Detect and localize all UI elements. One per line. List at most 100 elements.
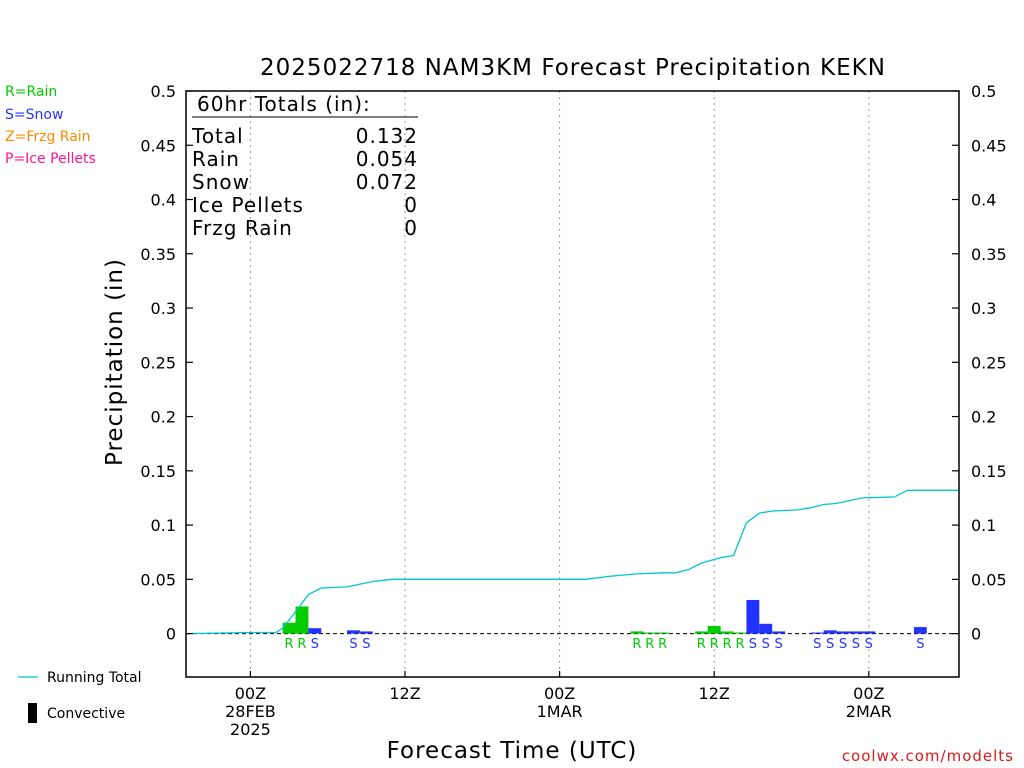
precip-type-8: R (697, 637, 706, 652)
totals-value-total: 0.132 (356, 124, 418, 148)
x-axis-label: Forecast Time (UTC) (387, 738, 638, 764)
precip-type-2: S (311, 637, 319, 652)
totals-label-total: Total (191, 124, 244, 148)
x-tick-label-3-0: 12Z (699, 684, 730, 703)
y-tick-label-right-8: 0.4 (971, 191, 996, 210)
x-tick-label-0-0: 00Z (235, 684, 266, 703)
precip-bar-0 (282, 622, 296, 634)
precip-type-19: S (865, 637, 873, 652)
x-tick-label-1-0: 12Z (389, 684, 420, 703)
x-tick-label-0-1: 28FEB (225, 702, 276, 721)
precip-type-1: R (297, 637, 306, 652)
running-total-line (185, 489, 959, 635)
y-tick-label-left-2: 0.1 (151, 516, 176, 535)
x-tick-label-0-2: 2025 (230, 720, 271, 739)
vertical-gridlines (249, 91, 870, 677)
y-tick-label-right-9: 0.45 (971, 136, 1007, 155)
precip-bar-19 (862, 631, 876, 634)
precip-type-9: R (710, 637, 719, 652)
precip-bar-12 (746, 599, 760, 634)
y-tick-label-right-2: 0.1 (971, 516, 996, 535)
y-axis-label: Precipitation (in) (102, 258, 128, 466)
legend-frzg-rain: Z=Frzg Rain (5, 129, 91, 145)
precip-bars (282, 599, 927, 634)
precip-type-0: R (285, 637, 294, 652)
totals-header: 60hr Totals (in): (197, 92, 371, 116)
precip-bar-8 (694, 631, 708, 634)
y-tick-label-right-5: 0.25 (971, 353, 1007, 372)
chart-title: 2025022718 NAM3KM Forecast Precipitation… (260, 55, 886, 81)
x-tick-label-2-1: 1MAR (537, 702, 583, 721)
y-axis-right: 0 0.05 0.1 0.15 0.2 0.25 0.3 0.35 0.4 0.45 0.5 (952, 82, 1007, 644)
convective-legend-label: Convective (47, 706, 125, 722)
precip-type-18: S (852, 637, 860, 652)
y-tick-label-left-3: 0.15 (140, 462, 176, 481)
precip-bar-2 (308, 628, 322, 634)
convective-legend-swatch (28, 703, 37, 723)
y-tick-label-right-7: 0.35 (971, 245, 1007, 264)
totals-box: 60hr Totals (in): Total 0.132 Rain 0.054… (191, 92, 418, 240)
precip-type-13: S (762, 637, 770, 652)
y-tick-label-left-8: 0.4 (151, 191, 176, 210)
credit-text: coolwx.com/modelts (842, 747, 1014, 765)
precip-type-5: R (632, 637, 641, 652)
precip-type-4: S (362, 637, 370, 652)
precip-type-11: R (735, 637, 744, 652)
y-tick-label-right-1: 0.05 (971, 570, 1007, 589)
precip-bar-3 (347, 630, 360, 634)
y-tick-label-right-4: 0.2 (971, 408, 996, 427)
plot-frame (185, 90, 960, 678)
x-tick-label-4-1: 2MAR (846, 702, 892, 721)
y-tick-label-left-7: 0.35 (140, 245, 176, 264)
y-tick-label-left-6: 0.3 (151, 299, 176, 318)
precip-bar-15 (810, 632, 824, 634)
precip-type-15: S (813, 637, 821, 652)
precip-type-14: S (775, 637, 783, 652)
totals-label-snow: Snow (192, 170, 250, 194)
precip-type-7: R (658, 637, 667, 652)
precip-type-6: R (645, 637, 654, 652)
type-legend: R=Rain S=Snow Z=Frzg Rain P=Ice Pellets (5, 84, 96, 167)
running-total-legend-label: Running Total (47, 670, 142, 686)
precip-type-20: S (916, 637, 924, 652)
precip-bar-11 (733, 632, 747, 634)
precip-type-12: S (749, 637, 757, 652)
totals-value-frzg-rain: 0 (404, 216, 418, 240)
totals-value-rain: 0.054 (356, 147, 418, 171)
y-tick-label-left-10: 0.5 (151, 82, 176, 101)
precip-type-3: S (349, 637, 357, 652)
precip-bar-9 (707, 625, 721, 634)
precip-bar-17 (836, 631, 850, 634)
precip-type-16: S (826, 637, 834, 652)
precip-bar-16 (823, 630, 837, 634)
y-tick-label-left-9: 0.45 (140, 136, 176, 155)
totals-label-frzg-rain: Frzg Rain (192, 216, 293, 240)
precip-bar-5 (630, 631, 644, 634)
x-tick-label-2-0: 00Z (544, 684, 575, 703)
precip-bar-1 (295, 606, 309, 634)
totals-value-snow: 0.072 (356, 170, 418, 194)
y-tick-label-right-10: 0.5 (971, 82, 996, 101)
totals-value-ice-pellets: 0 (404, 193, 418, 217)
legend-snow: S=Snow (5, 107, 63, 123)
legend-rain: R=Rain (5, 84, 57, 100)
totals-label-ice-pellets: Ice Pellets (192, 193, 304, 217)
y-tick-label-right-6: 0.3 (971, 299, 996, 318)
totals-label-rain: Rain (192, 147, 240, 171)
precip-bar-7 (656, 632, 670, 634)
y-axis-left: 0 0.05 0.1 0.15 0.2 0.25 0.3 0.35 0.4 0.45 0.5 (140, 82, 193, 644)
precip-bar-14 (772, 631, 786, 634)
y-tick-label-left-0: 0 (166, 625, 176, 644)
y-tick-label-left-4: 0.2 (151, 408, 176, 427)
precip-bar-13 (759, 623, 773, 634)
precip-bar-18 (849, 631, 863, 634)
y-tick-label-left-1: 0.05 (140, 570, 176, 589)
y-tick-label-right-3: 0.15 (971, 462, 1007, 481)
x-tick-label-4-0: 00Z (853, 684, 884, 703)
precip-bar-20 (913, 627, 927, 634)
precip-bar-4 (359, 631, 373, 634)
legend-ice-pellets: P=Ice Pellets (5, 151, 96, 167)
bottom-legend: Running Total Convective (18, 670, 142, 723)
